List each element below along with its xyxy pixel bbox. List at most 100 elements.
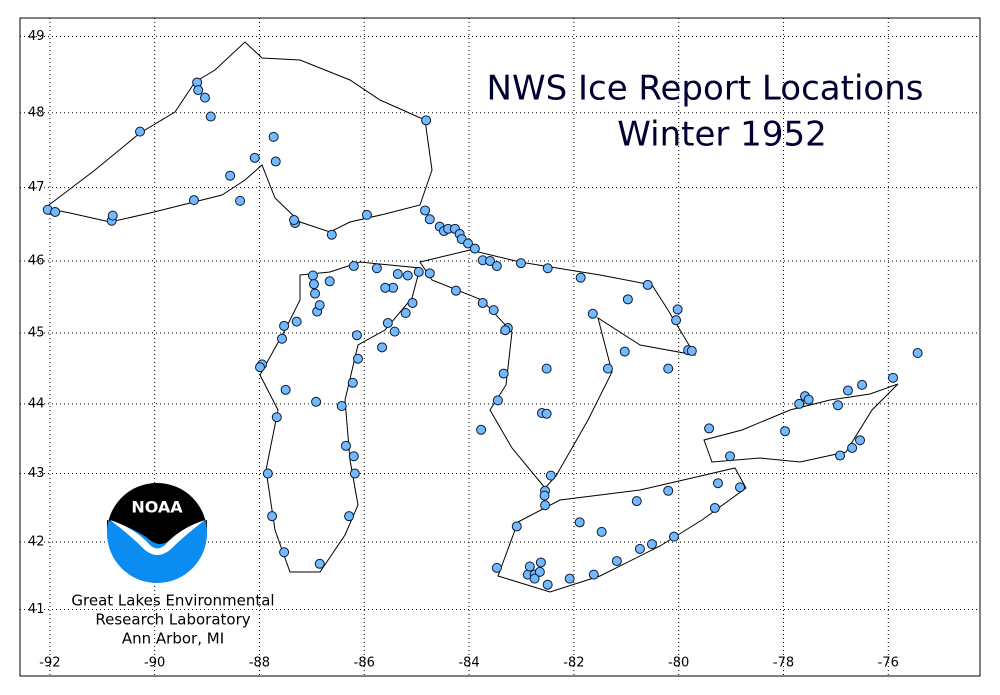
report-point <box>500 325 511 336</box>
report-point <box>712 478 723 489</box>
report-point <box>389 326 400 337</box>
report-point <box>491 562 502 573</box>
report-point <box>314 300 325 311</box>
report-point <box>631 496 642 507</box>
report-point <box>704 423 715 434</box>
y-tick-label: 49 <box>28 29 45 44</box>
report-point <box>541 363 552 374</box>
report-point <box>348 451 359 462</box>
report-point <box>587 308 598 319</box>
report-point <box>349 468 360 479</box>
report-point <box>424 214 435 225</box>
report-point <box>642 279 653 290</box>
report-point <box>574 517 585 528</box>
y-tick-label: 41 <box>28 602 45 617</box>
report-point <box>289 215 300 226</box>
report-point <box>450 285 461 296</box>
report-point <box>235 195 246 206</box>
report-point <box>400 308 411 319</box>
report-point <box>463 238 474 249</box>
report-point <box>469 243 480 254</box>
report-point <box>588 569 599 580</box>
y-tick-label: 43 <box>28 466 45 481</box>
report-point <box>344 511 355 522</box>
report-point <box>107 210 118 221</box>
credit-line: Research Laboratory <box>95 611 250 629</box>
report-point <box>540 500 551 511</box>
report-point <box>542 579 553 590</box>
x-tick-label: -88 <box>249 656 270 671</box>
report-point <box>709 502 720 513</box>
report-point <box>646 539 657 550</box>
report-point <box>336 401 347 412</box>
report-point <box>634 543 645 554</box>
report-point <box>686 345 697 356</box>
report-point <box>735 482 745 493</box>
report-point <box>492 395 503 406</box>
report-point <box>380 282 391 293</box>
report-point <box>619 346 630 357</box>
report-point <box>622 294 633 305</box>
report-point <box>477 297 488 308</box>
y-tick-label: 46 <box>28 253 45 268</box>
report-point <box>392 269 403 280</box>
report-point <box>348 261 359 272</box>
report-point <box>476 424 487 435</box>
report-point <box>668 531 679 542</box>
report-point <box>794 398 805 409</box>
x-tick-label: -84 <box>458 656 479 671</box>
report-point <box>529 573 540 584</box>
x-tick-label: -86 <box>354 656 375 671</box>
report-point <box>279 547 290 558</box>
report-point <box>725 451 736 462</box>
report-point <box>382 318 393 329</box>
y-tick-label: 42 <box>28 535 45 550</box>
report-point <box>371 263 382 274</box>
report-point <box>511 521 522 532</box>
report-point <box>352 353 363 364</box>
lake-superior <box>43 41 433 233</box>
x-tick-label: -78 <box>773 656 794 671</box>
report-point <box>671 315 682 326</box>
lake-erie <box>497 467 747 593</box>
report-point <box>188 195 199 206</box>
report-point <box>262 468 273 479</box>
report-point <box>498 368 509 379</box>
report-point <box>663 363 674 374</box>
report-point <box>515 258 526 269</box>
report-point <box>847 442 858 453</box>
report-point <box>193 85 204 96</box>
x-tick-label: -90 <box>144 656 165 671</box>
report-point <box>485 255 496 266</box>
report-point <box>199 92 210 103</box>
report-point <box>564 573 575 584</box>
report-point <box>780 426 791 437</box>
report-point <box>488 305 499 316</box>
report-point <box>205 111 216 122</box>
report-point <box>421 115 432 126</box>
report-point <box>255 362 265 373</box>
report-point <box>541 408 552 419</box>
lake-huron <box>419 249 696 489</box>
report-point <box>491 261 502 272</box>
report-point <box>277 333 288 344</box>
report-point <box>270 156 281 167</box>
credit-line: Ann Arbor, MI <box>122 630 224 648</box>
report-point <box>539 490 550 501</box>
report-point <box>291 316 302 327</box>
report-point <box>407 297 418 308</box>
report-point <box>596 526 607 537</box>
report-point <box>280 384 291 395</box>
report-point <box>424 268 435 279</box>
map-subtitle: Winter 1952 <box>617 115 826 155</box>
report-point <box>347 377 358 388</box>
report-point <box>857 379 868 390</box>
report-point <box>663 485 674 496</box>
x-tick-label: -92 <box>39 656 60 671</box>
report-point <box>324 276 335 287</box>
report-point <box>575 272 586 283</box>
report-point <box>314 558 325 569</box>
map-title: NWS Ice Report Locations <box>487 69 924 109</box>
report-point <box>835 450 846 461</box>
